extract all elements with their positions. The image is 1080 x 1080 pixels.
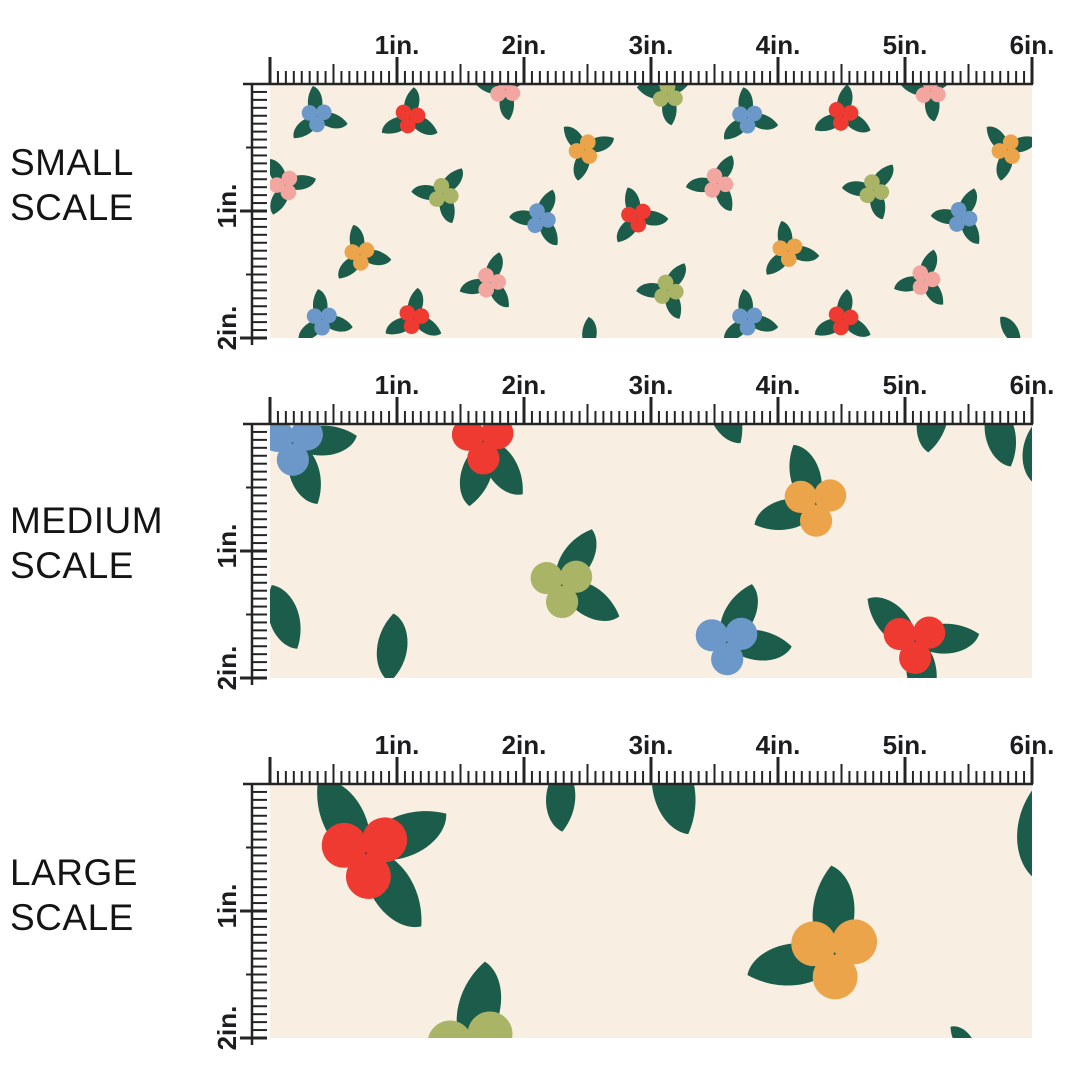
scale-label-line: SCALE [10,545,134,586]
ruler-inch-label: 5in. [883,730,928,760]
ruler-inch-label-vertical: 1in. [212,184,242,229]
fabric-pattern [270,84,1032,338]
ruler-inch-label: 2in. [502,370,547,400]
scale-label-line: SMALL [10,142,134,183]
scale-label-line: SCALE [10,897,134,938]
ruler-inch-label: 2in. [502,30,547,60]
scale-label-line: MEDIUM [10,500,164,541]
ruler-labels: 1in. 2in. 3in. 4in. 5in. 6in. 1in. 2in. [212,730,1054,1050]
ruler-inch-label-vertical: 1in. [212,884,242,929]
ruler-inch-label: 1in. [375,30,420,60]
ruler-inch-label: 1in. [375,730,420,760]
ruler-inch-label: 3in. [629,730,674,760]
scale-label-line: SCALE [10,187,134,228]
panel-small-scale: SMALL SCALE 1in. 2in. 3in. 4in. 5in. 6in… [0,0,1080,360]
ruler-inch-label: 5in. [883,370,928,400]
ruler-ticks [240,757,1034,1045]
ruler-inch-label: 4in. [756,370,801,400]
fabric-pattern [270,784,1032,1038]
scale-label-line: LARGE [10,852,138,893]
ruler-inch-label: 5in. [883,30,928,60]
ruler-inch-label: 4in. [756,30,801,60]
ruler-inch-label: 6in. [1010,370,1055,400]
ruler-labels: 1in. 2in. 3in. 4in. 5in. 6in. 1in. 2in. [212,370,1054,690]
fabric-swatch-small: 1in. 2in. 3in. 4in. 5in. 6in. 1in. 2in. [212,30,1054,350]
scale-label-medium: MEDIUM SCALE [10,498,163,588]
ruler-inch-label: 3in. [629,30,674,60]
ruler-inch-label-vertical: 1in. [212,524,242,569]
ruler-inch-label: 6in. [1010,30,1055,60]
panel-medium-scale: MEDIUM SCALE 1in. 2in. 3in. 4in. 5in. 6i… [0,360,1080,720]
ruler-inch-label-vertical: 2in. [212,306,242,351]
fabric-pattern [270,424,1032,678]
ruler-inch-label: 4in. [756,730,801,760]
ruler-inch-label: 2in. [502,730,547,760]
ruler-ticks [240,57,1034,345]
ruler-inch-label-vertical: 2in. [212,1006,242,1051]
ruler-inch-label-vertical: 2in. [212,646,242,691]
ruler-inch-label: 1in. [375,370,420,400]
panel-large-scale: LARGE SCALE 1in. 2in. 3in. 4in. 5in. 6in… [0,720,1080,1080]
fabric-swatch-medium: 1in. 2in. 3in. 4in. 5in. 6in. 1in. 2in. [212,370,1054,690]
ruler-labels: 1in. 2in. 3in. 4in. 5in. 6in. 1in. 2in. [212,30,1054,350]
ruler-inch-label: 3in. [629,370,674,400]
scale-label-large: LARGE SCALE [10,850,138,940]
fabric-swatch-large: 1in. 2in. 3in. 4in. 5in. 6in. 1in. 2in. [212,730,1054,1050]
scale-label-small: SMALL SCALE [10,140,134,230]
ruler-inch-label: 6in. [1010,730,1055,760]
ruler-ticks [240,397,1034,685]
